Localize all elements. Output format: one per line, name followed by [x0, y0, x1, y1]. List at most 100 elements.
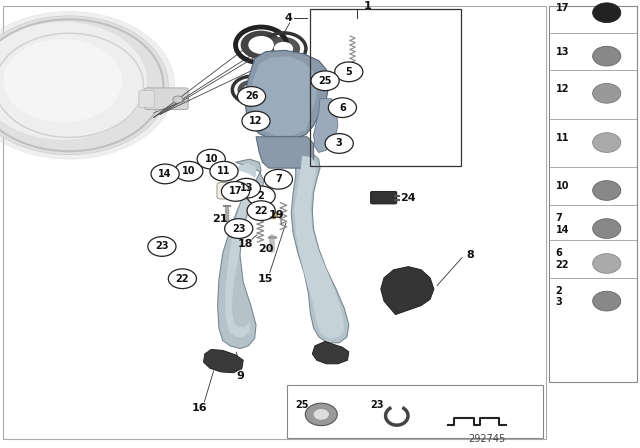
Text: 2: 2 — [258, 191, 264, 201]
FancyBboxPatch shape — [371, 191, 397, 204]
Text: 15: 15 — [258, 274, 273, 284]
Text: 14: 14 — [158, 169, 172, 179]
Text: 13: 13 — [556, 47, 569, 56]
Text: 20: 20 — [259, 244, 274, 254]
Text: 23: 23 — [155, 241, 169, 251]
Text: 2
3: 2 3 — [556, 286, 563, 307]
Circle shape — [328, 98, 356, 117]
Circle shape — [335, 62, 363, 82]
Text: 23: 23 — [232, 224, 246, 233]
Polygon shape — [312, 341, 349, 364]
Circle shape — [593, 254, 621, 273]
Text: 23: 23 — [370, 400, 383, 410]
Circle shape — [197, 149, 225, 169]
FancyBboxPatch shape — [145, 88, 188, 109]
Text: 12: 12 — [556, 84, 569, 94]
Circle shape — [221, 181, 250, 201]
Circle shape — [225, 219, 253, 238]
Polygon shape — [291, 152, 349, 343]
Text: 22: 22 — [175, 274, 189, 284]
Text: 7
14: 7 14 — [556, 213, 569, 235]
Circle shape — [237, 86, 266, 106]
Circle shape — [175, 161, 203, 181]
Circle shape — [237, 80, 266, 99]
Circle shape — [593, 219, 621, 238]
Text: 18: 18 — [238, 239, 253, 249]
Circle shape — [305, 403, 337, 426]
Circle shape — [210, 161, 238, 181]
Text: 6: 6 — [339, 103, 346, 112]
Text: 17: 17 — [556, 3, 569, 13]
Text: 11: 11 — [556, 133, 569, 143]
Text: 9: 9 — [236, 371, 244, 381]
Bar — [549, 5, 637, 382]
Text: 21: 21 — [212, 214, 227, 224]
Circle shape — [148, 237, 176, 256]
Polygon shape — [225, 163, 257, 337]
Text: 8: 8 — [467, 250, 474, 260]
Circle shape — [0, 16, 168, 155]
Text: 5: 5 — [346, 67, 352, 77]
Circle shape — [593, 3, 621, 22]
Text: 3: 3 — [336, 138, 342, 148]
Circle shape — [242, 111, 270, 131]
Text: 19: 19 — [269, 210, 284, 220]
Circle shape — [593, 46, 621, 66]
Text: 26: 26 — [244, 91, 259, 101]
FancyBboxPatch shape — [217, 182, 255, 199]
Polygon shape — [257, 211, 278, 219]
Circle shape — [593, 291, 621, 311]
Circle shape — [0, 22, 147, 140]
Text: 25: 25 — [296, 400, 309, 410]
Circle shape — [593, 133, 621, 152]
Circle shape — [173, 96, 183, 103]
Polygon shape — [218, 159, 264, 349]
Circle shape — [267, 37, 300, 60]
Text: 6
22: 6 22 — [556, 248, 569, 270]
Circle shape — [151, 164, 179, 184]
Text: 13: 13 — [239, 183, 253, 193]
Polygon shape — [172, 278, 193, 285]
Text: 4: 4 — [284, 13, 292, 23]
Circle shape — [243, 84, 260, 95]
Circle shape — [311, 71, 339, 90]
Text: 24: 24 — [401, 193, 416, 203]
Polygon shape — [244, 50, 330, 140]
Text: 10: 10 — [556, 181, 569, 191]
Circle shape — [232, 178, 260, 198]
Circle shape — [0, 11, 175, 159]
Circle shape — [247, 201, 275, 220]
Circle shape — [247, 186, 275, 206]
Polygon shape — [256, 137, 314, 168]
Circle shape — [248, 36, 274, 54]
Text: 11: 11 — [217, 166, 231, 176]
Circle shape — [168, 269, 196, 289]
Circle shape — [274, 42, 293, 55]
Polygon shape — [204, 349, 243, 373]
Text: 25: 25 — [318, 76, 332, 86]
Text: 10: 10 — [204, 154, 218, 164]
Text: 17: 17 — [228, 186, 243, 196]
Bar — [287, 385, 543, 438]
Polygon shape — [251, 56, 319, 136]
Polygon shape — [314, 99, 338, 152]
Text: 1: 1 — [364, 1, 372, 12]
Text: 22: 22 — [254, 206, 268, 215]
Bar — [3, 5, 546, 439]
Bar — [310, 9, 461, 166]
Circle shape — [314, 409, 329, 420]
Text: 12: 12 — [249, 116, 263, 126]
Text: 16: 16 — [192, 403, 207, 413]
Circle shape — [244, 186, 257, 195]
Polygon shape — [381, 267, 434, 314]
Circle shape — [264, 169, 292, 189]
FancyBboxPatch shape — [139, 90, 154, 108]
Circle shape — [241, 30, 282, 59]
Circle shape — [3, 39, 122, 122]
Text: 292745: 292745 — [468, 434, 505, 444]
Text: 10: 10 — [182, 166, 196, 176]
Polygon shape — [294, 156, 344, 339]
Circle shape — [593, 181, 621, 200]
Circle shape — [593, 83, 621, 103]
Text: 7: 7 — [275, 174, 282, 184]
